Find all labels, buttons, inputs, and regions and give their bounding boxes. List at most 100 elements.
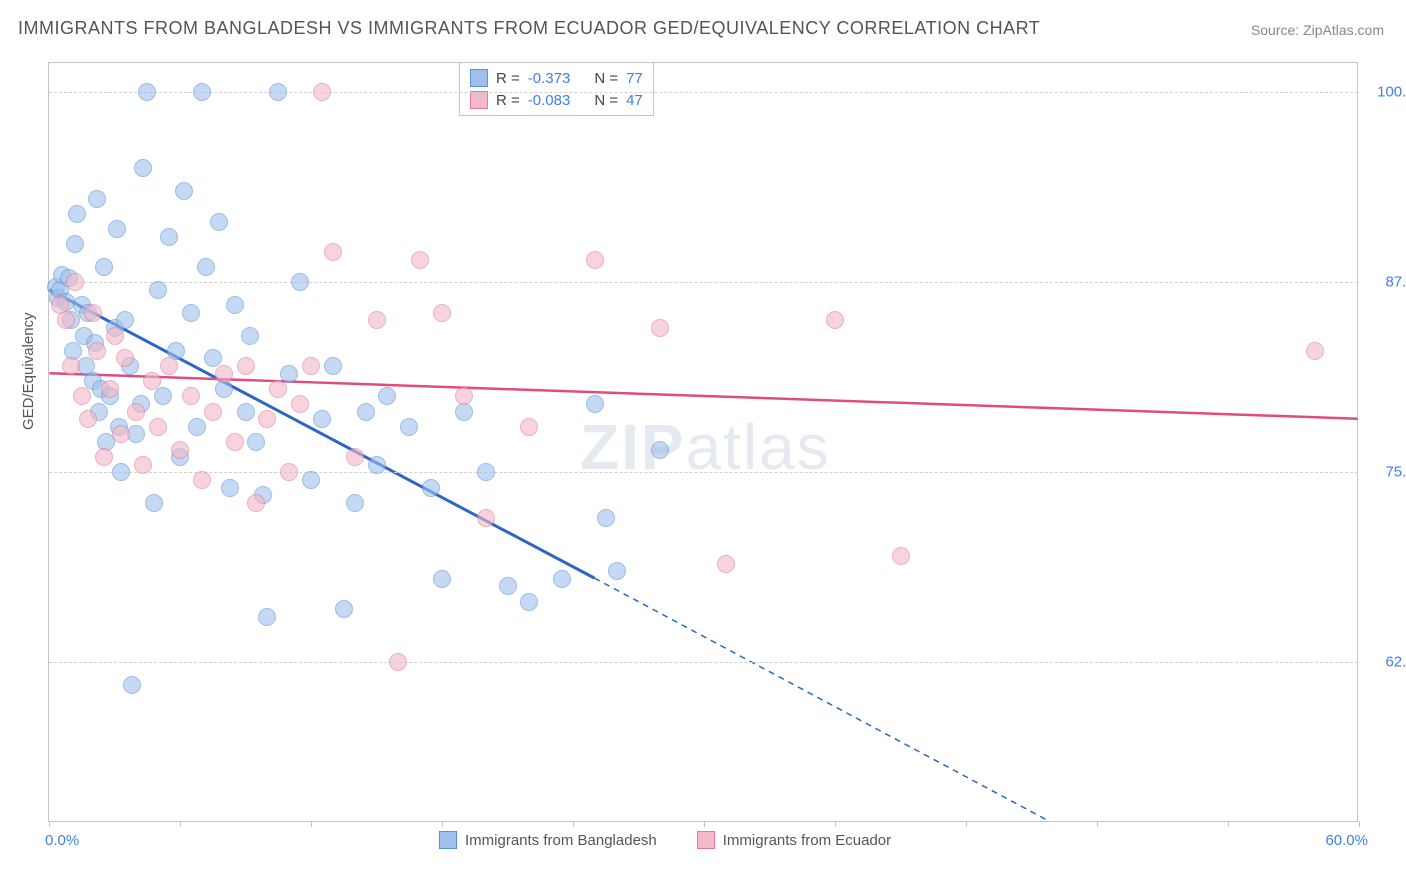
series-label-bangladesh: Immigrants from Bangladesh (465, 832, 657, 849)
data-point (389, 653, 407, 671)
data-point (597, 509, 615, 527)
data-point (247, 494, 265, 512)
n-label: N = (594, 92, 618, 109)
trend-lines (49, 62, 1358, 821)
legend-item-ecuador: Immigrants from Ecuador (697, 831, 891, 849)
data-point (95, 448, 113, 466)
gridline (49, 92, 1358, 93)
data-point (1306, 342, 1324, 360)
data-point (134, 456, 152, 474)
x-tick (49, 821, 50, 827)
swatch-ecuador (470, 91, 488, 109)
data-point (127, 403, 145, 421)
data-point (335, 600, 353, 618)
data-point (84, 304, 102, 322)
data-point (302, 471, 320, 489)
data-point (400, 418, 418, 436)
data-point (79, 410, 97, 428)
data-point (101, 380, 119, 398)
data-point (455, 387, 473, 405)
data-point (520, 418, 538, 436)
x-tick (966, 821, 967, 827)
data-point (608, 562, 626, 580)
data-point (586, 395, 604, 413)
data-point (138, 83, 156, 101)
data-point (313, 83, 331, 101)
data-point (66, 273, 84, 291)
data-point (88, 190, 106, 208)
r-label: R = (496, 70, 520, 87)
data-point (226, 296, 244, 314)
data-point (193, 83, 211, 101)
data-point (182, 387, 200, 405)
data-point (134, 159, 152, 177)
data-point (346, 448, 364, 466)
data-point (499, 577, 517, 595)
data-point (116, 349, 134, 367)
data-point (160, 228, 178, 246)
data-point (95, 258, 113, 276)
correlation-legend: R = -0.373 N = 77 R = -0.083 N = 47 (459, 62, 654, 116)
r-value-ecuador: -0.083 (528, 92, 571, 109)
data-point (717, 555, 735, 573)
data-point (324, 357, 342, 375)
data-point (215, 365, 233, 383)
data-point (477, 509, 495, 527)
series-label-ecuador: Immigrants from Ecuador (723, 832, 891, 849)
data-point (88, 342, 106, 360)
y-tick-label: 100.0% (1368, 84, 1406, 101)
y-tick-label: 62.5% (1368, 654, 1406, 671)
data-point (149, 418, 167, 436)
swatch-ecuador (697, 831, 715, 849)
x-tick (835, 821, 836, 827)
source-attribution: Source: ZipAtlas.com (1251, 22, 1384, 38)
data-point (586, 251, 604, 269)
data-point (73, 387, 91, 405)
data-point (66, 235, 84, 253)
data-point (368, 311, 386, 329)
data-point (57, 311, 75, 329)
data-point (357, 403, 375, 421)
x-tick (573, 821, 574, 827)
data-point (247, 433, 265, 451)
data-point (302, 357, 320, 375)
data-point (112, 463, 130, 481)
x-axis-min-label: 0.0% (45, 832, 79, 849)
data-point (237, 357, 255, 375)
data-point (520, 593, 538, 611)
data-point (175, 182, 193, 200)
data-point (324, 243, 342, 261)
data-point (204, 403, 222, 421)
y-axis-title: GED/Equivalency (20, 312, 37, 430)
data-point (108, 220, 126, 238)
data-point (258, 608, 276, 626)
x-tick (180, 821, 181, 827)
data-point (123, 676, 141, 694)
data-point (62, 357, 80, 375)
x-tick (442, 821, 443, 827)
n-value-ecuador: 47 (626, 92, 643, 109)
n-value-bangladesh: 77 (626, 70, 643, 87)
legend-row-bangladesh: R = -0.373 N = 77 (470, 67, 643, 89)
swatch-bangladesh (470, 69, 488, 87)
x-axis-max-label: 60.0% (1325, 832, 1368, 849)
data-point (112, 425, 130, 443)
data-point (291, 273, 309, 291)
x-tick (1359, 821, 1360, 827)
gridline (49, 282, 1358, 283)
chart-title: IMMIGRANTS FROM BANGLADESH VS IMMIGRANTS… (18, 18, 1040, 39)
data-point (149, 281, 167, 299)
data-point (313, 410, 331, 428)
data-point (411, 251, 429, 269)
x-tick (311, 821, 312, 827)
data-point (280, 463, 298, 481)
data-point (291, 395, 309, 413)
data-point (269, 380, 287, 398)
series-legend: Immigrants from Bangladesh Immigrants fr… (439, 831, 891, 849)
data-point (237, 403, 255, 421)
legend-item-bangladesh: Immigrants from Bangladesh (439, 831, 657, 849)
data-point (68, 205, 86, 223)
data-point (651, 441, 669, 459)
data-point (477, 463, 495, 481)
r-value-bangladesh: -0.373 (528, 70, 571, 87)
